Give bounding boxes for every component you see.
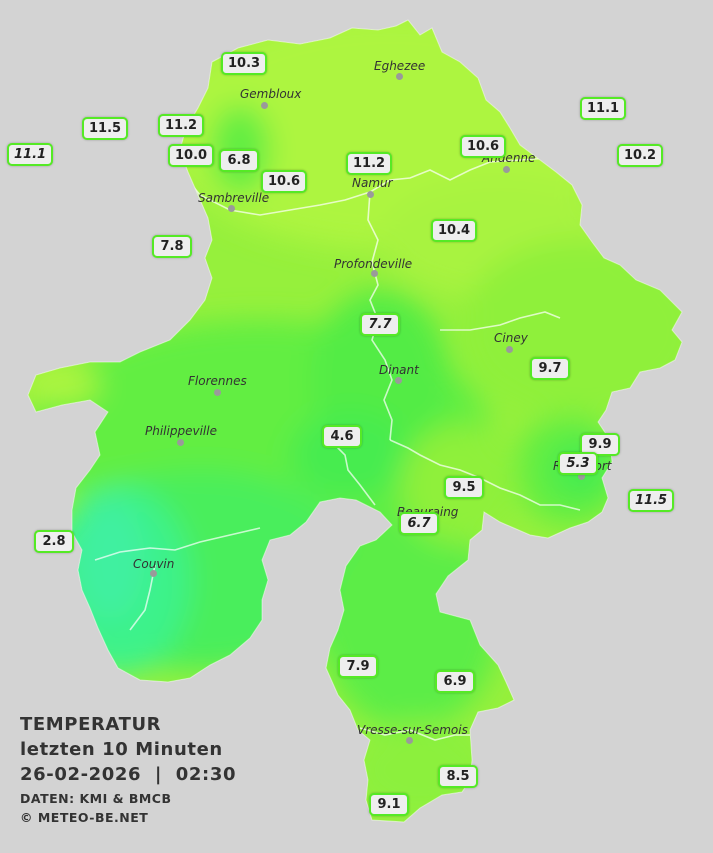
station-temp: 11.2 bbox=[346, 152, 393, 175]
city-label: Eghezee bbox=[374, 59, 426, 73]
map-legend: TEMPERATUR letzten 10 Minuten 26-02-2026… bbox=[20, 712, 236, 827]
city-dot bbox=[150, 570, 157, 577]
station-temp: 11.1 bbox=[580, 97, 627, 120]
station-temp: 5.3 bbox=[558, 452, 598, 475]
station-temp: 4.6 bbox=[322, 425, 362, 448]
legend-copyright: © METEO-BE.NET bbox=[20, 810, 149, 825]
station-temp: 10.2 bbox=[617, 144, 664, 167]
station-temp: 10.4 bbox=[431, 219, 478, 242]
city-label: Couvin bbox=[133, 557, 175, 571]
station-temp: 11.5 bbox=[82, 117, 129, 140]
city-label: Namur bbox=[352, 176, 393, 190]
station-temp: 7.9 bbox=[338, 655, 378, 678]
city-dot bbox=[506, 346, 513, 353]
city-dot bbox=[503, 166, 510, 173]
city-label: Profondeville bbox=[334, 257, 413, 271]
station-temp: 11.2 bbox=[158, 114, 205, 137]
station-temp: 2.8 bbox=[34, 530, 74, 553]
station-temp: 8.5 bbox=[438, 765, 478, 788]
station-temp: 7.8 bbox=[152, 235, 192, 258]
city-label: Dinant bbox=[379, 363, 419, 377]
legend-datetime: 26-02-2026 | 02:30 bbox=[20, 764, 237, 785]
city-dot bbox=[228, 205, 235, 212]
city-dot bbox=[578, 473, 585, 480]
legend-title: TEMPERATUR bbox=[20, 714, 162, 735]
station-temp: 10.0 bbox=[168, 144, 215, 167]
station-temp: 6.8 bbox=[219, 149, 259, 172]
station-temp: 6.7 bbox=[399, 512, 439, 535]
station-temp: 10.3 bbox=[221, 52, 268, 75]
city-label: Florennes bbox=[188, 374, 247, 388]
station-temp: 7.7 bbox=[360, 313, 400, 336]
city-label: Philippeville bbox=[145, 424, 217, 438]
city-label: Vresse-sur-Semois bbox=[357, 723, 468, 737]
station-temp: 9.9 bbox=[580, 433, 620, 456]
station-temp: 10.6 bbox=[460, 135, 507, 158]
city-dot bbox=[177, 439, 184, 446]
station-temp: 11.5 bbox=[628, 489, 675, 512]
city-dot bbox=[395, 377, 402, 384]
station-temp: 10.6 bbox=[261, 170, 308, 193]
city-dot bbox=[371, 270, 378, 277]
city-dot bbox=[406, 737, 413, 744]
legend-subtitle: letzten 10 Minuten bbox=[20, 739, 223, 760]
station-temp: 9.1 bbox=[369, 793, 409, 816]
city-dot bbox=[261, 102, 268, 109]
station-temp: 11.1 bbox=[7, 143, 54, 166]
city-dot bbox=[396, 73, 403, 80]
station-temp: 9.5 bbox=[444, 476, 484, 499]
station-temp: 9.7 bbox=[530, 357, 570, 380]
station-temp: 6.9 bbox=[435, 670, 475, 693]
city-dot bbox=[367, 191, 374, 198]
city-label: Gembloux bbox=[240, 87, 302, 101]
legend-source: DATEN: KMI & BMCB bbox=[20, 791, 172, 806]
city-dot bbox=[214, 389, 221, 396]
city-label: Sambreville bbox=[198, 191, 270, 205]
city-label: Ciney bbox=[494, 331, 528, 345]
